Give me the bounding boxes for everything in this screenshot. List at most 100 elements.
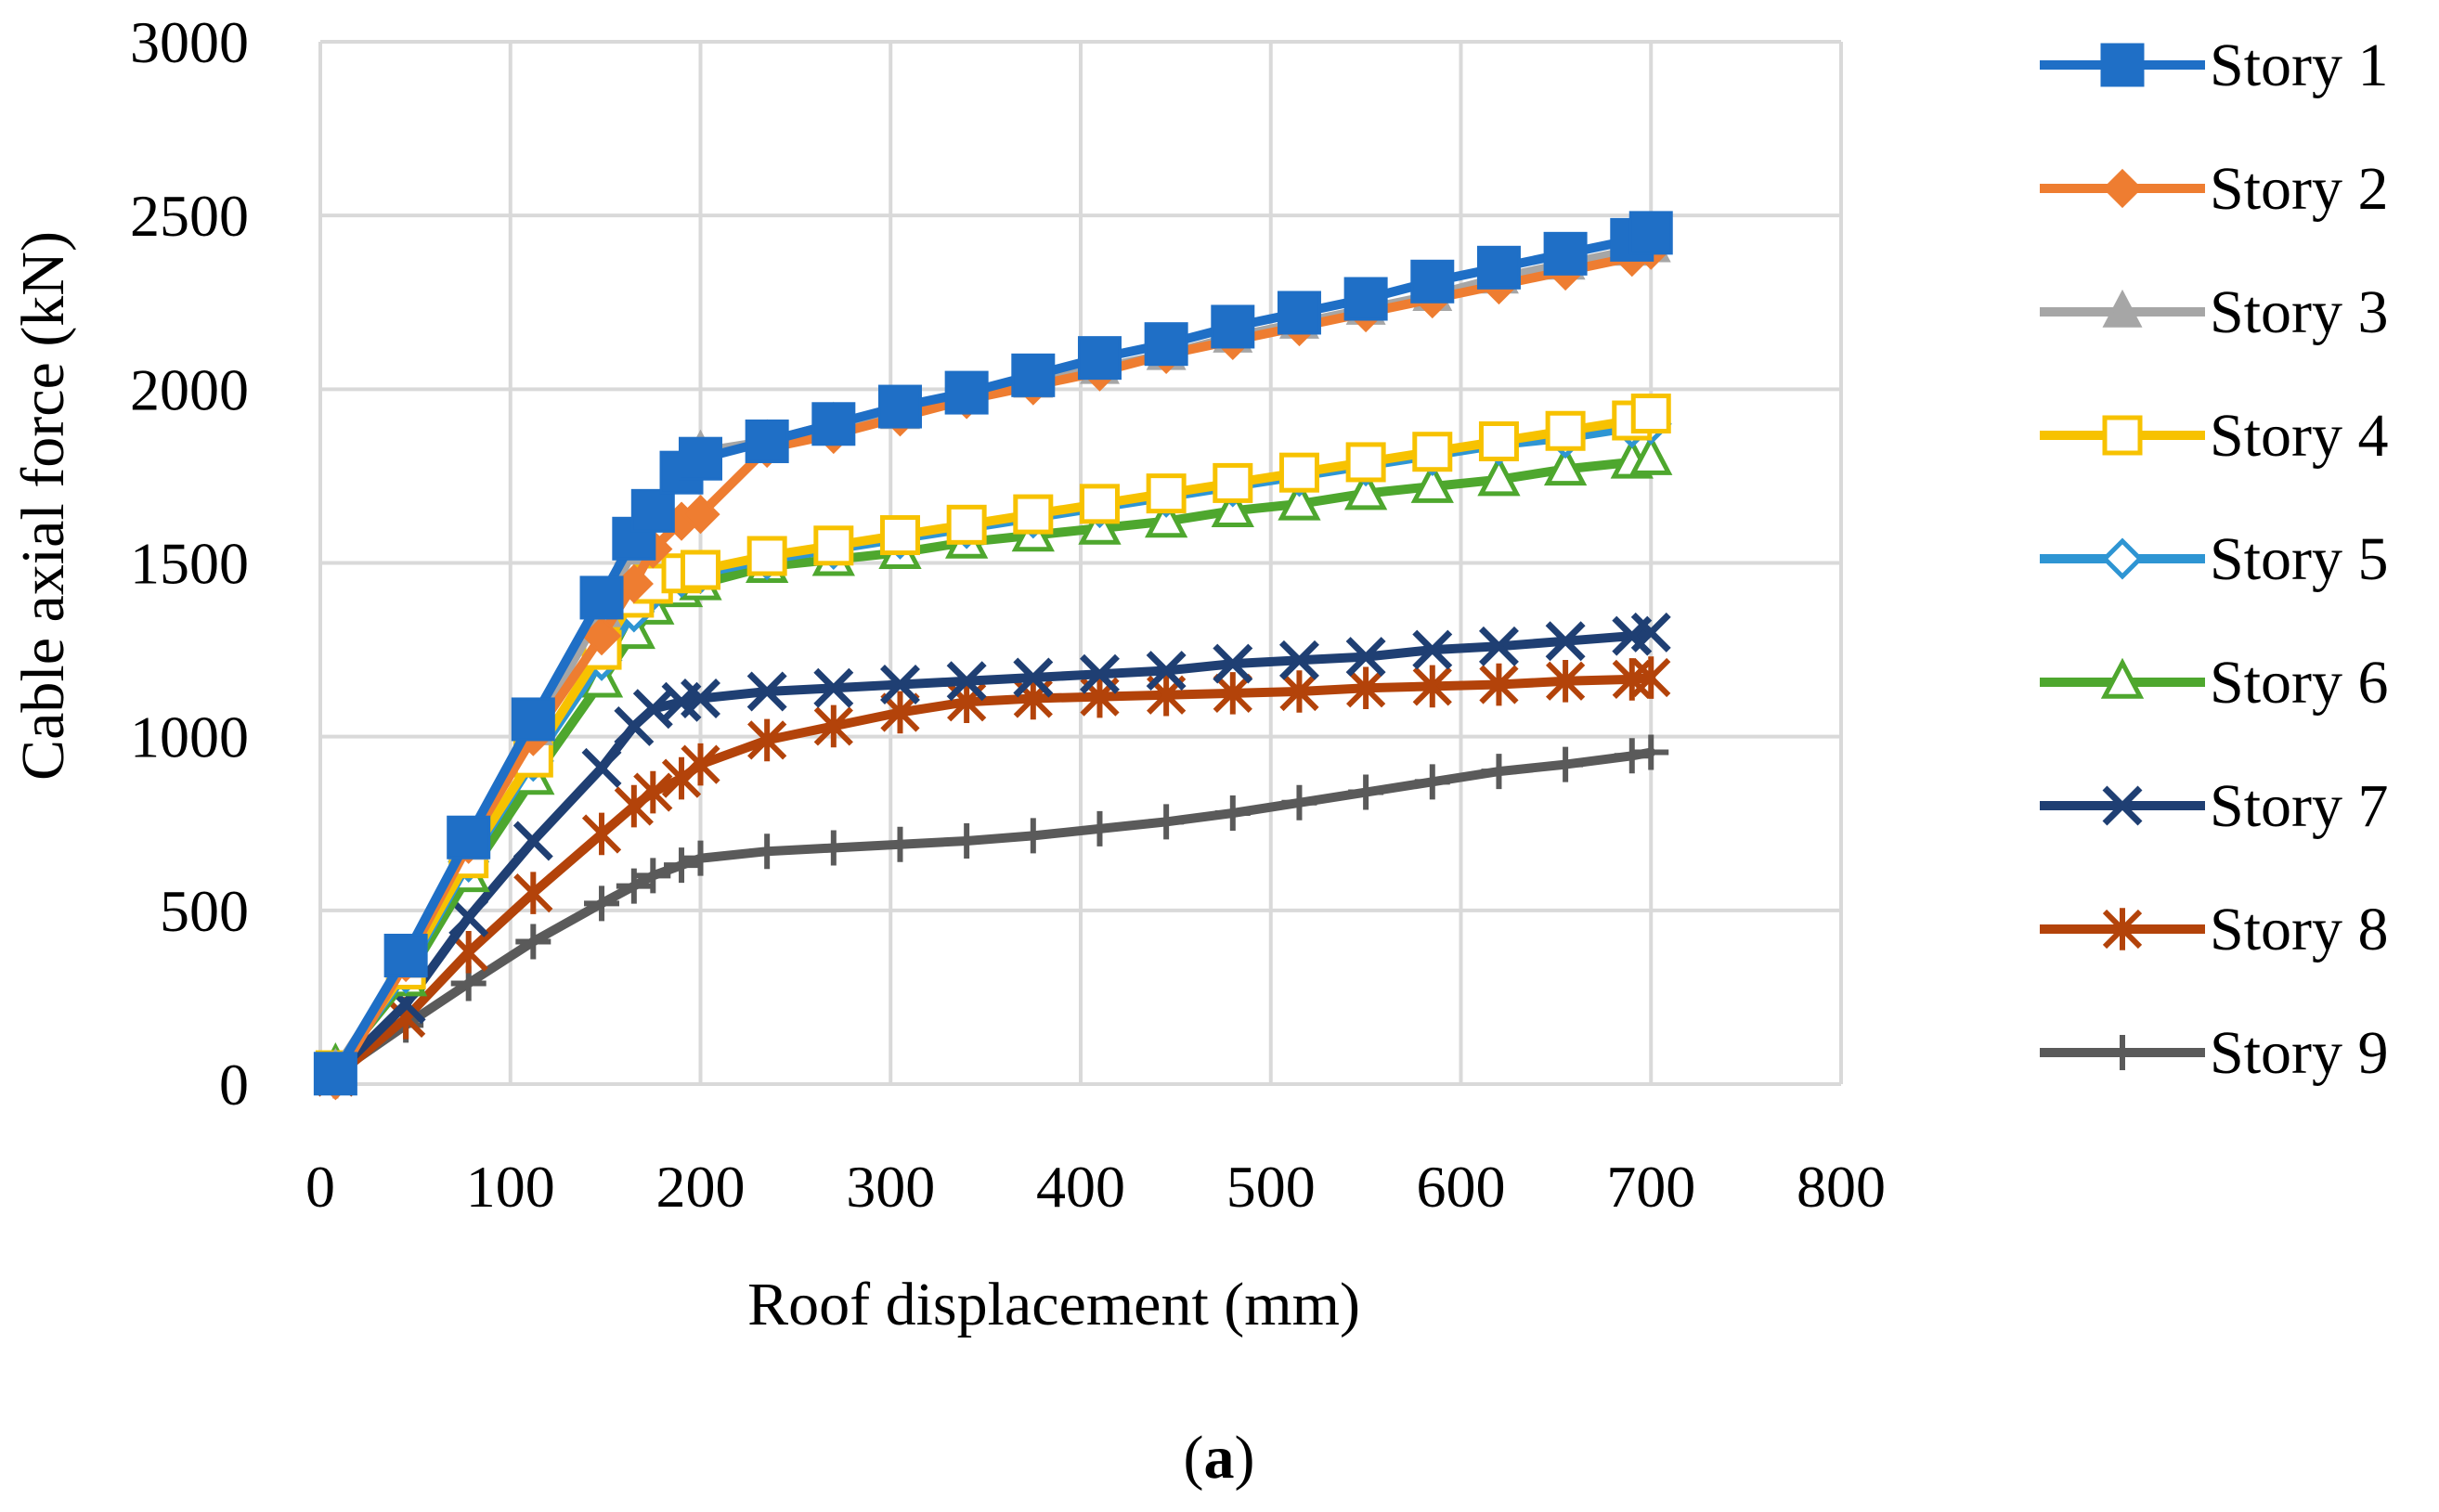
data-point-story-7 [1630,612,1671,653]
data-point-story-9 [1548,746,1584,782]
series-story-2 [316,230,1671,1101]
data-point-story-2 [681,494,720,535]
legend-item-story-4: Story 4 [2040,402,2389,470]
data-point-story-6 [1144,497,1188,538]
data-point-story-9 [815,830,851,866]
data-point-story-1 [383,933,428,977]
data-point-story-1 [745,419,789,463]
legend-label: Story 8 [2210,896,2389,963]
data-point-story-8 [1346,666,1386,710]
y-axis-title: Cable axial force (kN) [9,231,77,781]
series-story-1 [313,211,1673,1096]
data-point-story-7 [632,689,673,730]
data-point-story-9 [1481,754,1517,790]
legend-marker-story-9 [2105,1035,2140,1070]
data-point-story-9 [682,840,719,876]
data-point-story-7 [512,821,553,861]
legend-item-story-2: Story 2 [2040,155,2389,223]
legend-label: Story 2 [2210,155,2389,223]
legend-marker-story-4 [2102,415,2143,456]
data-point-story-6 [1278,479,1321,521]
data-point-story-4 [1278,452,1319,493]
x-tick-label: 300 [846,1154,935,1220]
data-point-story-1 [877,384,922,429]
series-story-3 [315,224,1671,1086]
data-point-story-7 [1478,626,1519,666]
data-point-story-8 [681,743,720,786]
data-point-story-1 [1277,291,1321,335]
data-point-story-7 [1345,637,1386,678]
data-point-story-4 [681,549,720,590]
x-tick-label: 400 [1036,1154,1125,1220]
data-point-story-9 [584,885,620,922]
legend-label: Story 4 [2210,402,2389,470]
data-point-story-6 [1477,455,1521,497]
x-axis-title: Roof displacement (mm) [747,1271,1360,1338]
y-tick-label: 0 [219,1052,249,1118]
data-point-story-7 [746,671,787,712]
data-point-story-1 [579,575,624,620]
x-tick-label: 100 [466,1154,555,1220]
legend-marker-story-7 [2102,785,2143,826]
caption-paren-close: ) [1235,1424,1255,1492]
data-point-story-4 [813,525,854,566]
legend-item-story-8: Story 8 [2040,896,2389,963]
data-point-story-7 [1013,657,1054,698]
data-point-story-1 [1011,353,1056,397]
data-point-story-6 [1343,469,1388,510]
data-point-story-9 [1148,804,1185,840]
data-point-story-4 [1478,420,1519,461]
data-point-story-6 [1629,433,1673,475]
data-point-story-4 [1345,442,1386,483]
data-point-story-8 [813,704,853,748]
data-point-story-1 [1211,304,1255,349]
data-point-story-9 [882,826,918,862]
data-point-story-8 [1412,665,1452,708]
y-tick-label: 1500 [130,531,249,597]
data-point-story-7 [813,667,854,708]
data-point-story-1 [313,1052,357,1096]
data-point-story-9 [1281,784,1317,821]
legend-item-story-9: Story 9 [2040,1019,2389,1087]
data-point-story-4 [946,504,987,545]
data-point-story-8 [581,812,622,856]
data-point-story-1 [1077,336,1122,381]
data-point-story-1 [1144,322,1188,367]
data-point-story-1 [1343,277,1388,321]
data-point-story-4 [1013,494,1054,535]
legend-marker-story-5 [2101,537,2144,580]
caption-letter: a [1204,1424,1235,1492]
data-point-story-9 [1614,738,1650,774]
legend-label: Story 5 [2210,525,2389,593]
data-point-story-8 [1213,672,1252,715]
data-point-story-7 [1412,629,1453,670]
legend-label: Story 1 [2210,32,2389,99]
data-point-story-7 [681,678,720,718]
data-point-story-4 [879,515,920,556]
y-tick-label: 2000 [130,356,249,422]
legend-item-story-1: Story 1 [2040,32,2389,99]
data-point-story-1 [447,815,491,859]
legend: Story 1 Story 2 Story 3 Story 4 Story 5 Story… [2040,32,2389,1087]
tick-labels: 0 100 200 300 400 500 600 700 800 0 500 1000 1500 200… [130,9,1886,1220]
data-point-story-7 [1079,653,1120,694]
data-point-story-1 [1476,245,1521,290]
data-point-story-9 [616,868,652,904]
data-point-story-9 [1633,734,1669,770]
legend-item-story-7: Story 7 [2040,772,2389,840]
data-point-story-9 [515,924,551,960]
series-story-8 [316,656,1671,1099]
data-point-story-1 [944,370,989,415]
data-point-story-7 [946,661,987,702]
y-tick-label: 3000 [130,9,249,75]
y-tick-label: 2500 [130,183,249,249]
data-point-story-9 [949,822,985,859]
legend-marker-story-1 [2100,43,2145,87]
data-point-story-1 [1543,231,1588,276]
legend-item-story-6: Story 6 [2040,649,2389,717]
x-tick-label: 500 [1226,1154,1316,1220]
data-point-story-6 [1211,486,1254,528]
data-point-story-8 [633,770,673,814]
data-point-story-7 [880,665,920,704]
data-point-story-4 [1545,410,1586,451]
